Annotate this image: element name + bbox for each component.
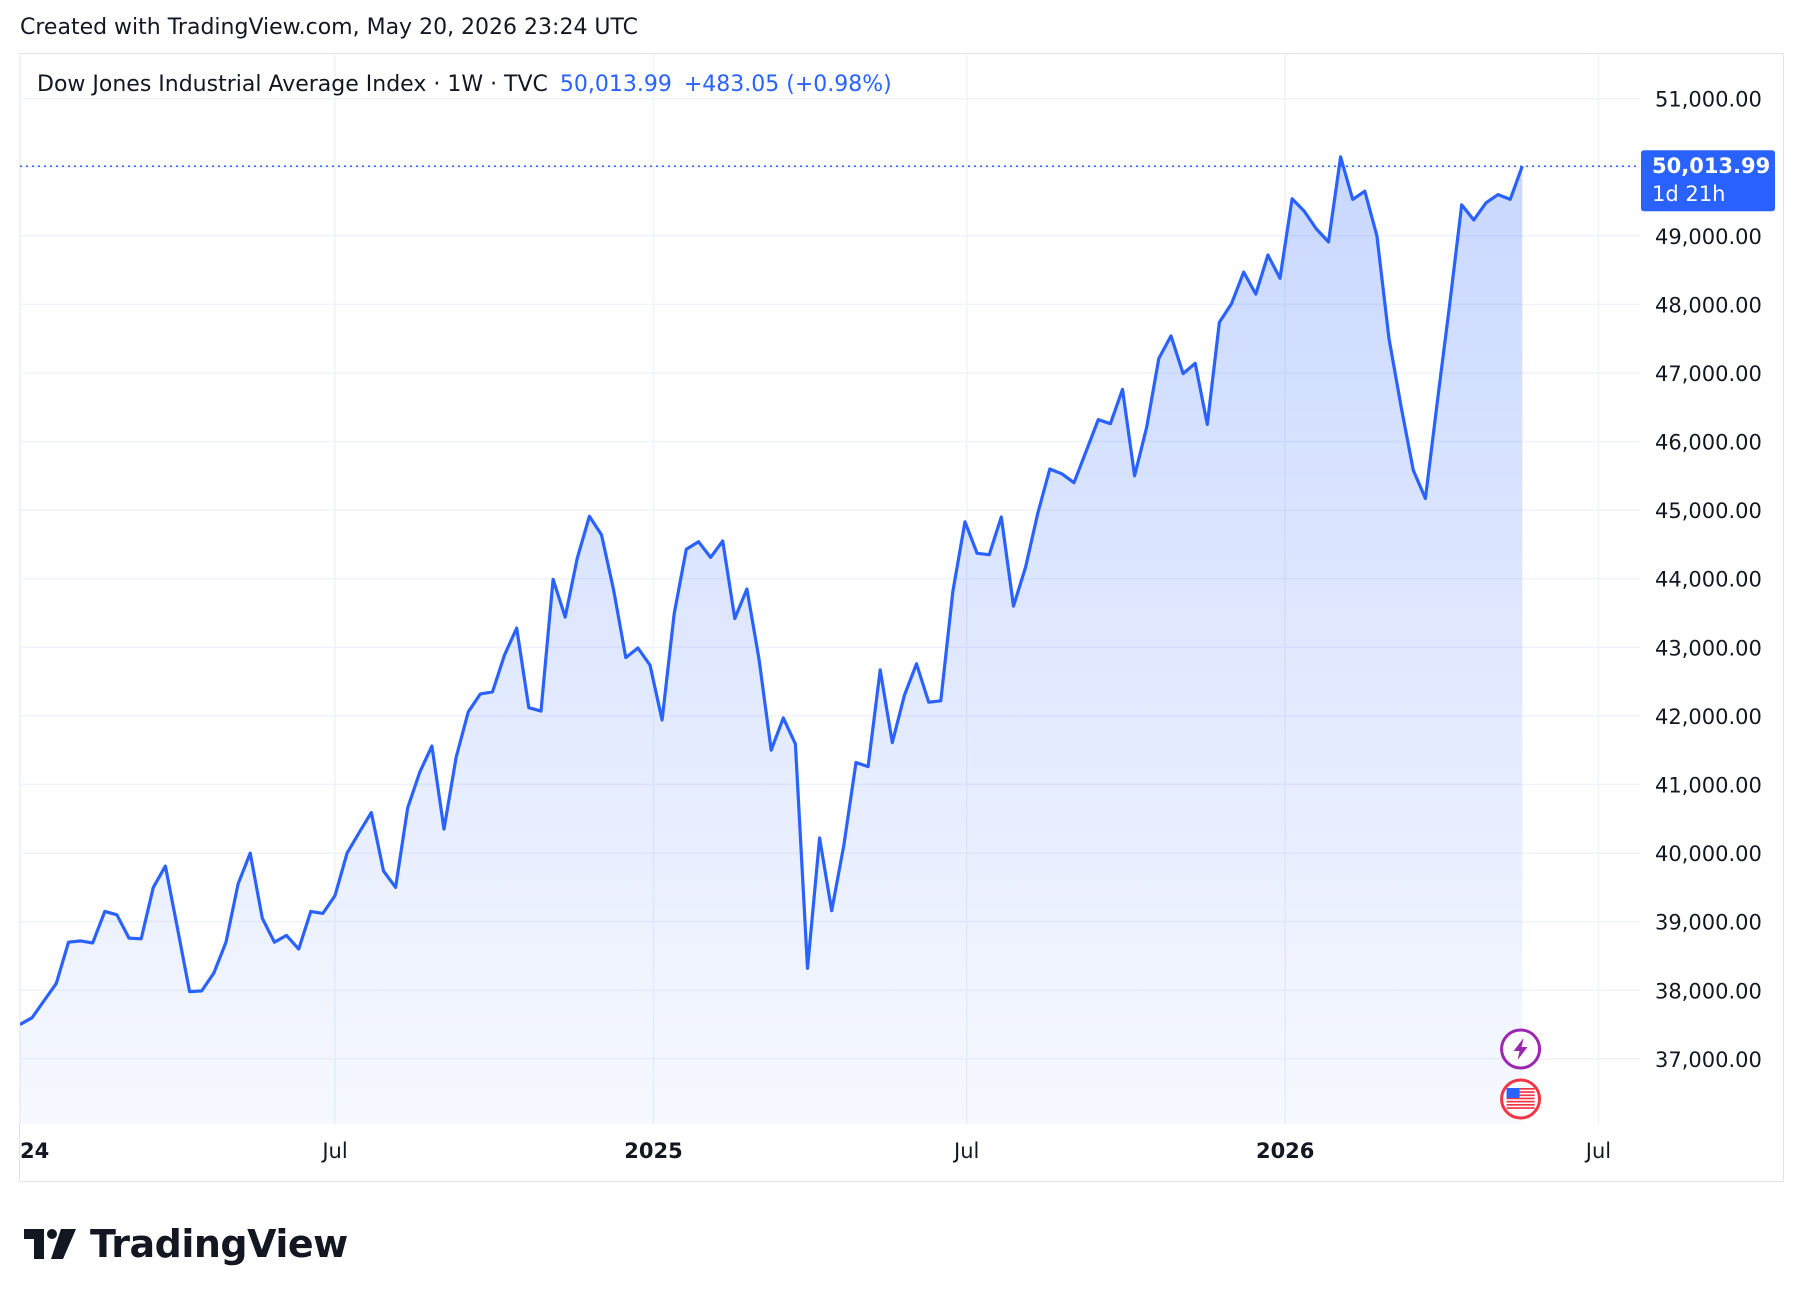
y-tick-label: 37,000.00	[1655, 1048, 1762, 1072]
bar-countdown: 1d 21h	[1652, 182, 1725, 206]
x-tick-label: 2025	[624, 1139, 682, 1163]
x-tick-label: Jul	[952, 1139, 979, 1163]
symbol-legend[interactable]: Dow Jones Industrial Average Index · 1W …	[37, 72, 892, 97]
tradingview-wordmark: TradingView	[90, 1222, 348, 1266]
y-tick-label: 40,000.00	[1655, 842, 1762, 866]
y-tick-label: 48,000.00	[1655, 293, 1762, 317]
y-tick-label: 44,000.00	[1655, 568, 1762, 592]
y-tick-label: 43,000.00	[1655, 636, 1762, 660]
us-flag-icon[interactable]	[1500, 1078, 1542, 1120]
x-axis-labels: 24 Jul 2025 Jul 2026 Jul	[20, 1139, 1611, 1163]
y-tick-label: 46,000.00	[1655, 431, 1762, 455]
y-tick-label: 49,000.00	[1655, 225, 1762, 249]
y-tick-label: 47,000.00	[1655, 362, 1762, 386]
y-tick-label: 42,000.00	[1655, 705, 1762, 729]
y-tick-label: 38,000.00	[1655, 979, 1762, 1003]
tradingview-logo-icon	[24, 1229, 76, 1259]
y-tick-label: 39,000.00	[1655, 911, 1762, 935]
x-tick-label: 24	[20, 1139, 49, 1163]
chart-credit: Created with TradingView.com, May 20, 20…	[20, 15, 639, 40]
x-tick-label: Jul	[320, 1139, 347, 1163]
x-tick-label: 2026	[1256, 1139, 1314, 1163]
last-price-badge: 50,013.99 1d 21h	[1641, 150, 1775, 212]
y-tick-label: 51,000.00	[1655, 88, 1762, 112]
legend-change: +483.05 (+0.98%)	[683, 72, 892, 97]
symbol-title: Dow Jones Industrial Average Index · 1W …	[37, 72, 548, 97]
lightning-event-icon[interactable]	[1500, 1028, 1542, 1070]
area-series	[20, 155, 1524, 1124]
last-price-value: 50,013.99	[1652, 154, 1770, 178]
y-tick-label: 45,000.00	[1655, 499, 1762, 523]
y-axis-labels: 37,000.00 38,000.00 39,000.00 40,000.00 41,0…	[1655, 88, 1762, 1072]
y-tick-label: 41,000.00	[1655, 773, 1762, 797]
series-line[interactable]	[20, 155, 1524, 1026]
tradingview-logo[interactable]: TradingView	[24, 1222, 348, 1266]
legend-last-value: 50,013.99	[559, 72, 672, 97]
area-fill	[20, 156, 1523, 1124]
x-tick-label: Jul	[1584, 1139, 1611, 1163]
